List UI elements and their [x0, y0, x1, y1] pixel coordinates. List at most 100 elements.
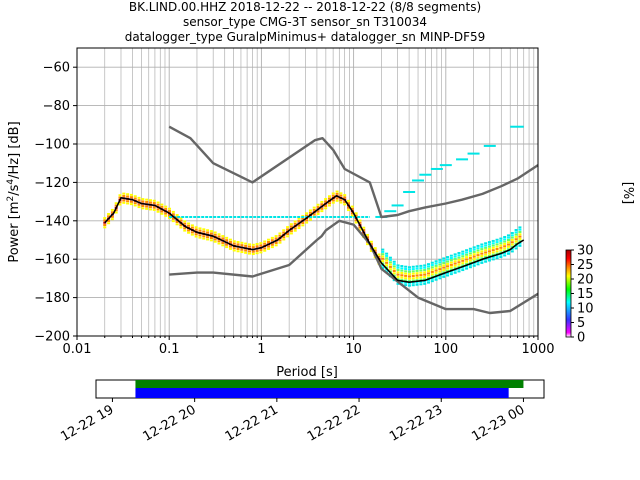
density-cell [407, 282, 411, 285]
density-cell [331, 194, 335, 197]
density-cell [148, 206, 152, 209]
y-tick-label: −200 [34, 330, 70, 345]
density-cell [267, 238, 271, 241]
y-tick-label: −160 [34, 253, 70, 268]
density-cell [392, 265, 396, 268]
density-cell [164, 212, 168, 215]
density-cell [476, 258, 480, 261]
density-cell [327, 204, 331, 207]
density-cell [171, 213, 175, 216]
density-cell [411, 274, 415, 277]
density-cell [465, 263, 469, 266]
title-line-2: sensor_type CMG-3T sensor_sn T310034 [182, 15, 428, 29]
density-cell [430, 275, 434, 278]
density-cell [392, 260, 396, 263]
density-cell [495, 257, 499, 260]
density-cell [385, 259, 389, 262]
density-cell [423, 269, 427, 272]
density-cell [468, 254, 472, 257]
density-cell [335, 192, 339, 195]
density-cell [411, 268, 415, 271]
density-cell [400, 276, 404, 279]
density-cell [487, 250, 491, 253]
density-cell [221, 244, 225, 247]
density-cell [453, 264, 457, 267]
density-cell [236, 247, 240, 250]
density-cell [503, 242, 507, 245]
density-cell-upper [467, 152, 480, 155]
density-cell [476, 261, 480, 264]
density-cell [179, 226, 183, 229]
density-cell [274, 237, 278, 240]
density-cell [510, 241, 514, 244]
density-cell [133, 204, 137, 207]
density-cell-upper [403, 191, 416, 193]
density-cell [240, 241, 244, 244]
density-cell [141, 198, 145, 201]
density-cell [206, 229, 210, 232]
density-cell [110, 211, 114, 214]
density-cell [453, 271, 457, 274]
density-cell [442, 264, 446, 267]
density-cell [312, 208, 316, 211]
density-cell [510, 250, 514, 253]
density-cell [442, 271, 446, 274]
density-cell [400, 271, 404, 274]
timeline-tick-label: 12-22 19 [58, 402, 116, 444]
density-cell [293, 220, 297, 223]
density-cell [404, 284, 408, 287]
density-cell [392, 263, 396, 266]
density-cell [381, 250, 385, 253]
density-cell [259, 251, 263, 254]
density-cell [480, 261, 484, 264]
density-cell [354, 219, 358, 222]
density-cell [278, 232, 282, 235]
density-cell [297, 217, 301, 220]
density-cell [487, 241, 491, 244]
density-cell [465, 253, 469, 256]
density-cell [506, 248, 510, 251]
colorbar-tick-label: 30 [577, 244, 594, 259]
density-cell [480, 243, 484, 246]
colorbar-tick-label: 10 [577, 302, 594, 317]
density-cell [381, 267, 385, 270]
density-cell [190, 231, 194, 234]
density-cell [404, 279, 408, 282]
density-cell [217, 233, 221, 236]
density-cell [240, 251, 244, 254]
density-cell [446, 256, 450, 259]
density-cell [118, 201, 122, 204]
density-cell [129, 200, 133, 203]
density-cell [438, 261, 442, 264]
density-cell-upper [483, 144, 496, 147]
density-cell [400, 269, 404, 272]
density-cell [183, 229, 187, 232]
density-cell [286, 233, 290, 236]
density-cell [133, 197, 137, 200]
density-cell [293, 227, 297, 230]
density-cell [419, 276, 423, 279]
density-cell [472, 246, 476, 249]
density-cell [484, 256, 488, 259]
density-cell [396, 278, 400, 281]
density-cell [514, 245, 518, 248]
x-tick-label: 0.1 [159, 342, 180, 357]
density-cell [430, 261, 434, 264]
density-cell [453, 257, 457, 260]
density-cell [480, 252, 484, 255]
density-cell [312, 213, 316, 216]
density-cell [343, 201, 347, 204]
density-cell [449, 261, 453, 264]
density-cell [316, 210, 320, 213]
density-cell [141, 205, 145, 208]
density-cell [503, 249, 507, 252]
density-cell [430, 268, 434, 271]
density-cell [438, 277, 442, 280]
density-cell [316, 212, 320, 215]
density-cell [251, 246, 255, 249]
plot-frame [76, 47, 539, 337]
density-cell [331, 192, 335, 195]
density-cell [446, 258, 450, 261]
density-cell [514, 247, 518, 250]
